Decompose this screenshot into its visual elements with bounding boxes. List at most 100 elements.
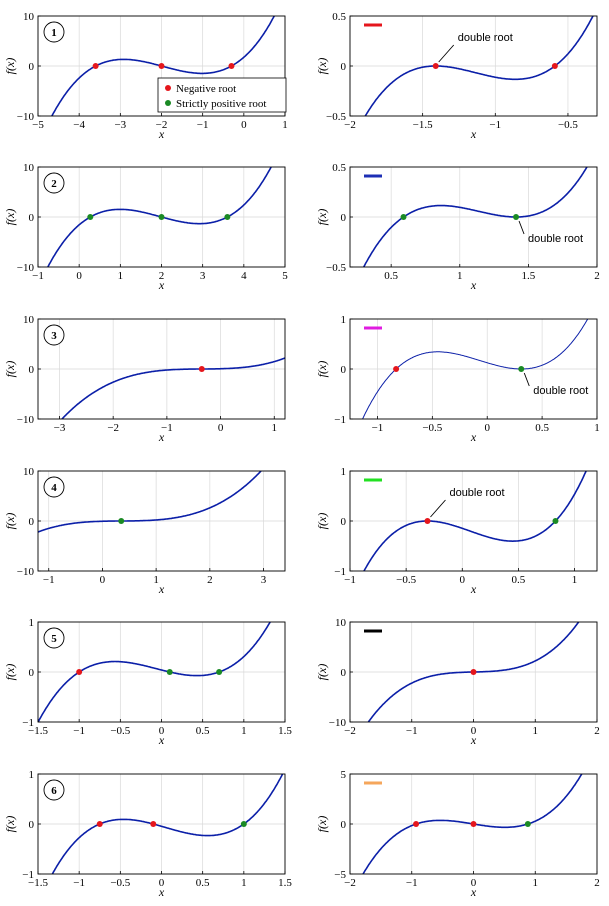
- x-axis-label: x: [470, 430, 477, 444]
- y-tick-label: 0.5: [332, 11, 346, 23]
- positive-root-marker: [224, 214, 231, 220]
- y-tick-label: −1: [22, 717, 34, 729]
- y-tick-label: −1: [334, 566, 346, 578]
- x-tick-label: 1: [594, 422, 600, 434]
- x-tick-label: 0: [471, 725, 477, 737]
- y-axis-label: f(x): [315, 209, 329, 226]
- x-axis-label: x: [158, 733, 165, 747]
- y-tick-label: 0: [29, 364, 35, 376]
- x-axis-label: x: [470, 127, 477, 141]
- panel-number: 4: [51, 482, 57, 494]
- x-axis-label: x: [470, 733, 477, 747]
- x-axis-label: x: [158, 278, 165, 292]
- y-axis-label: f(x): [315, 361, 329, 378]
- positive-root-marker: [166, 669, 173, 675]
- x-tick-label: 0.5: [535, 422, 549, 434]
- x-tick-label: 2: [594, 270, 600, 282]
- x-tick-label: −0.5: [396, 574, 416, 586]
- y-axis-label: f(x): [315, 664, 329, 681]
- negative-root-marker: [150, 821, 157, 827]
- positive-root-marker: [400, 214, 407, 220]
- x-tick-label: 1.5: [278, 877, 292, 889]
- y-tick-label: −1: [22, 869, 34, 881]
- x-tick-label: 1: [241, 877, 247, 889]
- x-tick-label: 1: [118, 270, 124, 282]
- negative-root-marker: [551, 63, 558, 69]
- y-tick-label: 10: [23, 466, 35, 478]
- x-tick-label: 1: [533, 725, 539, 737]
- y-tick-label: 0: [29, 819, 35, 831]
- x-tick-label: 0.5: [196, 877, 210, 889]
- y-tick-label: 0.5: [332, 162, 346, 174]
- y-tick-label: 1: [29, 769, 35, 781]
- legend-positive-marker: [165, 100, 171, 106]
- x-tick-label: −1: [489, 119, 501, 131]
- negative-root-marker: [158, 63, 165, 69]
- positive-root-marker: [118, 518, 125, 524]
- x-tick-label: 5: [282, 270, 288, 282]
- panel-badge: [43, 627, 65, 649]
- x-tick-label: −2: [344, 725, 356, 737]
- x-tick-label: −0.5: [422, 422, 442, 434]
- legend-box: [157, 77, 287, 113]
- y-axis-label: f(x): [315, 513, 329, 530]
- y-tick-label: 10: [23, 162, 35, 174]
- y-tick-label: −10: [17, 414, 35, 426]
- negative-root-marker: [393, 366, 400, 372]
- x-tick-label: −1: [43, 574, 55, 586]
- y-tick-label: −5: [334, 869, 346, 881]
- x-tick-label: −0.5: [110, 877, 130, 889]
- x-tick-label: −2: [344, 119, 356, 131]
- positive-root-marker: [513, 214, 520, 220]
- x-tick-label: −2: [107, 422, 119, 434]
- x-tick-label: −2: [344, 877, 356, 889]
- x-tick-label: −1: [406, 725, 418, 737]
- function-curve: [38, 471, 263, 533]
- y-tick-label: 0: [341, 667, 347, 679]
- y-tick-label: −10: [17, 262, 35, 274]
- x-tick-label: −1: [73, 877, 85, 889]
- panel-number: 5: [51, 633, 57, 645]
- chart-panel-8: −1 −0.5 0 0.5 1 −1 0 1 x f(x) double root: [315, 466, 598, 596]
- x-tick-label: 1: [272, 422, 278, 434]
- y-tick-label: −0.5: [326, 262, 346, 274]
- y-tick-label: 0: [29, 212, 35, 224]
- x-tick-label: 0: [484, 422, 490, 434]
- legend-negative-label: Negative root: [176, 83, 236, 95]
- y-axis-label: f(x): [315, 816, 329, 833]
- x-tick-label: 2: [159, 270, 165, 282]
- x-tick-label: −0.5: [110, 725, 130, 737]
- panel-number: 2: [51, 178, 57, 190]
- annotation-label: double root: [449, 487, 504, 499]
- y-axis-label: f(x): [3, 513, 17, 530]
- x-tick-label: 2: [594, 725, 600, 737]
- y-tick-label: −0.5: [326, 111, 346, 123]
- x-axis-label: x: [158, 885, 165, 899]
- x-tick-label: 0: [460, 574, 466, 586]
- x-tick-label: −1: [197, 119, 209, 131]
- negative-root-marker: [432, 63, 439, 69]
- x-tick-label: 1: [533, 877, 539, 889]
- y-tick-label: 0: [29, 516, 35, 528]
- y-tick-label: 0: [29, 667, 35, 679]
- x-tick-label: 0: [100, 574, 106, 586]
- annotation-label: double root: [533, 385, 588, 397]
- x-tick-label: 0: [159, 877, 165, 889]
- y-tick-label: 0: [341, 516, 347, 528]
- x-tick-label: 2: [594, 877, 600, 889]
- negative-root-marker: [470, 821, 477, 827]
- annotation-arrow: [430, 499, 446, 518]
- y-tick-label: 0: [341, 364, 347, 376]
- negative-root-marker: [198, 366, 205, 372]
- function-curve: [60, 357, 285, 419]
- legend-positive-label: Strictly positive root: [176, 98, 266, 110]
- y-tick-label: 1: [29, 617, 35, 629]
- x-tick-label: −1: [344, 574, 356, 586]
- x-tick-label: −1.5: [28, 725, 48, 737]
